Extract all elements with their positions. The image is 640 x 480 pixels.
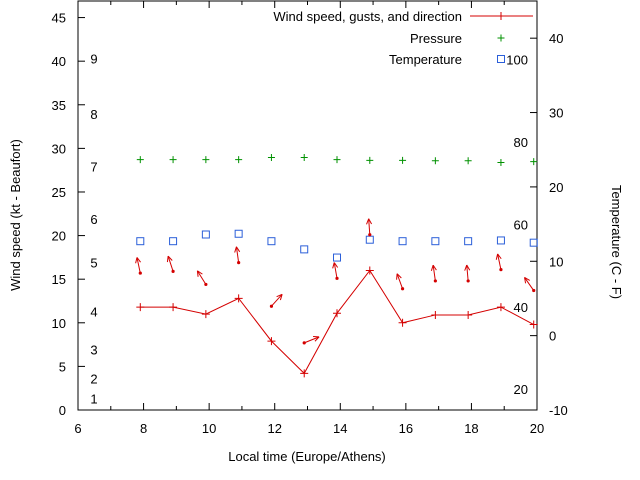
y-left-tick-label: 25 bbox=[52, 185, 66, 200]
y-left-tick-label: 10 bbox=[52, 316, 66, 331]
beaufort-scale-label: 2 bbox=[90, 371, 97, 386]
x-tick-label: 16 bbox=[399, 421, 413, 436]
pressure-series bbox=[136, 154, 538, 166]
inner-scale-label: 100 bbox=[506, 53, 528, 68]
x-tick-label: 10 bbox=[202, 421, 216, 436]
plot-border bbox=[77, 0, 538, 411]
y-right-tick-label: 30 bbox=[549, 106, 563, 121]
y-left-tick-label: 20 bbox=[52, 229, 66, 244]
beaufort-scale-label: 3 bbox=[90, 343, 97, 358]
x-tick-label: 12 bbox=[267, 421, 281, 436]
beaufort-scale-label: 8 bbox=[90, 107, 97, 122]
x-tick-label: 18 bbox=[464, 421, 478, 436]
x-tick-label: 14 bbox=[333, 421, 347, 436]
x-axis-label: Local time (Europe/Athens) bbox=[228, 449, 386, 464]
x-tick-label: 6 bbox=[74, 421, 81, 436]
y-left-tick-label: 5 bbox=[59, 359, 66, 374]
inner-scale-label: 40 bbox=[514, 300, 528, 315]
legend-markers bbox=[470, 12, 533, 63]
x-tick-label: 20 bbox=[530, 421, 544, 436]
beaufort-scale-label: 1 bbox=[90, 392, 97, 407]
wind-gust-direction-arrows bbox=[135, 218, 536, 345]
y-right-tick-label: 0 bbox=[549, 329, 556, 344]
inner-scale-label: 80 bbox=[514, 135, 528, 150]
legend-label-wind: Wind speed, gusts, and direction bbox=[273, 9, 462, 24]
y-right-tick-label: -10 bbox=[549, 403, 568, 418]
left-axis-label: Wind speed (kt - Beaufort) bbox=[8, 139, 23, 291]
inner-scale-label: 60 bbox=[514, 217, 528, 232]
x-tick-label: 8 bbox=[140, 421, 147, 436]
beaufort-scale-label: 5 bbox=[90, 255, 97, 270]
y-right-tick-label: 10 bbox=[549, 254, 563, 269]
y-left-tick-label: 35 bbox=[52, 98, 66, 113]
beaufort-scale-label: 4 bbox=[90, 304, 97, 319]
y-left-tick-label: 15 bbox=[52, 272, 66, 287]
temperature-series bbox=[136, 229, 538, 262]
y-left-tick-label: 0 bbox=[59, 403, 66, 418]
inner-scale-label: 20 bbox=[514, 382, 528, 397]
legend-label-pressure: Pressure bbox=[410, 31, 462, 46]
y-right-tick-label: 20 bbox=[549, 180, 563, 195]
y-left-tick-label: 45 bbox=[52, 11, 66, 26]
y-left-tick-label: 30 bbox=[52, 141, 66, 156]
wind-speed-series bbox=[136, 266, 538, 378]
y-left-tick-label: 40 bbox=[52, 54, 66, 69]
right-axis-label: Temperature (C - F) bbox=[609, 185, 624, 299]
plot-layer: 6 8 10 12 14 16 18 20051015202530354045-1001020… bbox=[52, 0, 568, 436]
legend-temperature-sample-marker bbox=[497, 55, 505, 63]
beaufort-scale-label: 7 bbox=[90, 160, 97, 175]
legend-label-temperature: Temperature bbox=[389, 52, 462, 67]
beaufort-scale-label: 6 bbox=[90, 212, 97, 227]
y-right-tick-label: 40 bbox=[549, 31, 563, 46]
beaufort-scale-label: 9 bbox=[90, 51, 97, 66]
